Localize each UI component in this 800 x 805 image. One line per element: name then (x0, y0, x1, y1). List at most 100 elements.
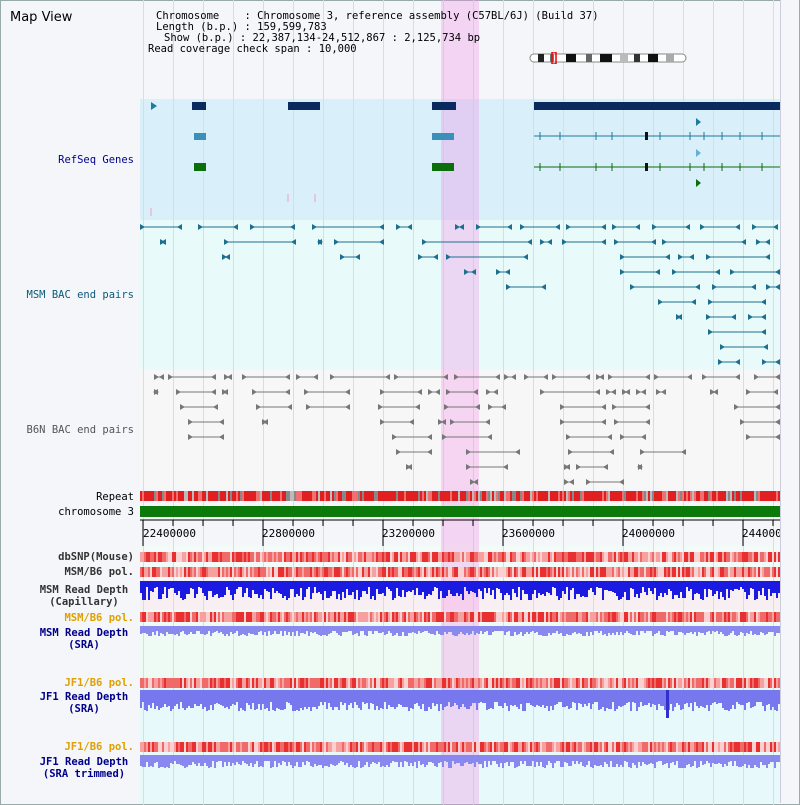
msm-bac-end (752, 224, 757, 230)
dbsnp-cell (174, 552, 176, 562)
dbsnp-cell (602, 552, 604, 562)
jf1-depth-trim-bar (474, 755, 476, 767)
msm-depth-sra-bar (442, 626, 444, 635)
jf1-pol2-cell (656, 742, 658, 752)
msm-pol-cell (738, 567, 740, 577)
msm-depth-cap-bar (658, 581, 660, 596)
dbsnp-cell (344, 552, 346, 562)
jf1-pol-cell (546, 678, 548, 688)
msm-depth-sra-bar (252, 626, 254, 634)
msm-pol2-cell (184, 612, 186, 622)
repeat-cell (694, 491, 696, 501)
repeat-cell (324, 491, 326, 501)
jf1-pol-cell (256, 678, 258, 688)
msm-pol-cell (690, 567, 692, 577)
msm-pol2-cell (632, 612, 634, 622)
jf1-depth-sra-bar (448, 690, 450, 702)
dbsnp-cell (314, 552, 316, 562)
jf1-pol-cell (652, 678, 654, 688)
dbsnp-cell (626, 552, 628, 562)
jf1-pol2-cell (522, 742, 524, 752)
repeat-cell (764, 491, 766, 501)
msm-depth-sra-bar (460, 626, 462, 632)
repeat-cell (584, 491, 586, 501)
msm-depth-cap-bar (640, 581, 642, 593)
jf1-pol-cell (590, 678, 592, 688)
jf1-pol2-cell (646, 742, 648, 752)
msm-bac-end (455, 224, 460, 230)
repeat-cell (370, 491, 372, 501)
repeat-cell (634, 491, 636, 501)
jf1-pol-cell (722, 678, 724, 688)
msm-pol-cell (484, 567, 486, 577)
msm-pol-cell (416, 567, 418, 577)
jf1-pol2-cell (396, 742, 398, 752)
b6n-bac-end (775, 434, 780, 440)
dbsnp-cell (236, 552, 238, 562)
jf1-pol2-cell (290, 742, 292, 752)
msm-pol-cell (336, 567, 338, 577)
jf1-depth-trim-bar (452, 755, 454, 761)
msm-pol-cell (538, 567, 540, 577)
jf1-pol-cell (714, 678, 716, 688)
msm-pol-cell (148, 567, 150, 577)
msm-depth-sra-bar (328, 626, 330, 634)
dbsnp-cell (720, 552, 722, 562)
msm-pol-cell (498, 567, 500, 577)
msm-depth-cap-bar (720, 581, 722, 592)
msm-depth-sra-bar (568, 626, 570, 635)
msm-depth-sra-bar (182, 626, 184, 631)
repeat-cell (330, 491, 332, 501)
jf1-pol-cell (190, 678, 192, 688)
msm-bac-end (198, 224, 203, 230)
jf1-pol-cell (468, 678, 470, 688)
jf1-depth-trim-bar (440, 755, 442, 762)
dbsnp-cell (446, 552, 448, 562)
repeat-cell (654, 491, 656, 501)
jf1-pol-cell (220, 678, 222, 688)
msm-pol2-cell (572, 612, 574, 622)
msm-depth-cap-bar (478, 581, 480, 589)
jf1-depth-sra-bar (310, 690, 312, 711)
msm-depth-cap-bar (714, 581, 716, 594)
dbsnp-cell (760, 552, 762, 562)
msm-depth-cap-bar (506, 581, 508, 593)
dbsnp-cell (372, 552, 374, 562)
repeat-cell (600, 491, 602, 501)
b6n-bac-end (487, 434, 492, 440)
jf1-depth-trim-bar (758, 755, 760, 768)
msm-depth-cap-bar (270, 581, 272, 599)
jf1-pol2-cell (212, 742, 214, 752)
msm-pol2-cell (410, 612, 412, 622)
msm-depth-sra-bar (642, 626, 644, 631)
jf1-depth-sra-bar (434, 690, 436, 706)
msm-depth-sra-bar (654, 626, 656, 634)
msm-pol-cell (620, 567, 622, 577)
msm-pol2-cell (666, 612, 668, 622)
jf1-depth-trim-bar (328, 755, 330, 767)
jf1-pol-cell (356, 678, 358, 688)
dbsnp-cell (444, 552, 446, 562)
msm-depth-cap-bar (528, 581, 530, 600)
msm-pol2-cell (762, 612, 764, 622)
jf1-pol2-cell (186, 742, 188, 752)
jf1-depth-trim-bar (188, 755, 190, 765)
jf1-depth-sra-bar (388, 690, 390, 705)
chromosome-ideogram[interactable] (528, 52, 690, 64)
msm-depth-cap-bar (420, 581, 422, 595)
jf1-pol2-cell (338, 742, 340, 752)
msm-depth-sra-bar (326, 626, 328, 636)
jf1-depth-sra-bar (398, 690, 400, 704)
jf1-pol-cell (178, 678, 180, 688)
msm-pol2-cell (620, 612, 622, 622)
repeat-cell (594, 491, 596, 501)
dbsnp-cell (728, 552, 730, 562)
dbsnp-cell (496, 552, 498, 562)
jf1-pol2-cell (366, 742, 368, 752)
dbsnp-cell (652, 552, 654, 562)
jf1-depth-sra-bar (152, 690, 154, 703)
msm-bac-end (225, 254, 230, 260)
msm-pol-cell (248, 567, 250, 577)
dbsnp-cell (368, 552, 370, 562)
